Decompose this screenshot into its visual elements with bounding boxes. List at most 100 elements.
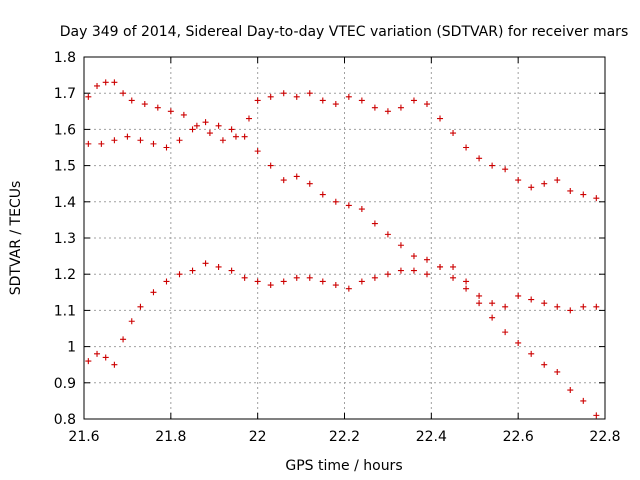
- data-point: [94, 82, 101, 89]
- data-point: [345, 202, 352, 209]
- data-point: [306, 274, 313, 281]
- data-point: [502, 303, 509, 310]
- data-point: [502, 329, 509, 336]
- data-point: [189, 267, 196, 274]
- data-point: [215, 263, 222, 270]
- data-point: [163, 144, 170, 151]
- data-point: [580, 397, 587, 404]
- data-point: [593, 412, 600, 419]
- data-point: [541, 180, 548, 187]
- data-point: [319, 97, 326, 104]
- data-point: [476, 155, 483, 162]
- data-point: [410, 267, 417, 274]
- data-point: [202, 119, 209, 126]
- x-tick-label: 22.8: [589, 429, 620, 445]
- series-track-upper: [85, 79, 600, 202]
- data-point: [384, 231, 391, 238]
- data-point: [450, 263, 457, 270]
- data-point: [228, 126, 235, 133]
- data-point: [189, 126, 196, 133]
- data-point: [176, 137, 183, 144]
- data-point: [150, 289, 157, 296]
- series-track-lower: [85, 260, 600, 419]
- data-point: [567, 187, 574, 194]
- data-point: [332, 101, 339, 108]
- data-point: [245, 115, 252, 122]
- data-point: [345, 93, 352, 100]
- data-point: [541, 361, 548, 368]
- data-point: [319, 278, 326, 285]
- data-point: [358, 206, 365, 213]
- data-point: [120, 90, 127, 97]
- data-point: [397, 104, 404, 111]
- data-point: [193, 122, 200, 129]
- data-point: [137, 303, 144, 310]
- data-point: [128, 97, 135, 104]
- data-point: [254, 97, 261, 104]
- y-tick-label: 0.8: [54, 412, 76, 428]
- series-track-middle: [85, 119, 600, 314]
- data-point: [450, 130, 457, 137]
- data-point: [358, 278, 365, 285]
- data-point: [241, 133, 248, 140]
- data-point: [528, 184, 535, 191]
- data-point: [515, 177, 522, 184]
- data-point: [580, 191, 587, 198]
- data-point: [358, 97, 365, 104]
- data-point: [489, 162, 496, 169]
- data-point: [111, 137, 118, 144]
- chart-title: Day 349 of 2014, Sidereal Day-to-day VTE…: [60, 24, 628, 40]
- x-tick-label: 22.2: [329, 429, 360, 445]
- data-point: [593, 303, 600, 310]
- data-point: [450, 274, 457, 281]
- data-point: [319, 191, 326, 198]
- data-point: [423, 256, 430, 263]
- y-tick-label: 1.1: [54, 303, 76, 319]
- data-point: [94, 350, 101, 357]
- x-tick-label: 21.6: [68, 429, 99, 445]
- data-point: [384, 271, 391, 278]
- data-point: [476, 292, 483, 299]
- data-point: [371, 220, 378, 227]
- data-point: [489, 314, 496, 321]
- y-tick-label: 1.3: [54, 231, 76, 247]
- data-point: [85, 358, 92, 365]
- x-axis-tick-labels: 21.6 21.8 22 22.2 22.4 22.6 22.8: [68, 429, 620, 445]
- y-axis-label: SDTVAR / TECUs: [8, 181, 24, 296]
- data-point: [111, 361, 118, 368]
- data-point: [476, 300, 483, 307]
- data-point: [102, 79, 109, 86]
- y-tick-label: 1.7: [54, 86, 76, 102]
- y-tick-label: 1: [67, 340, 76, 356]
- data-point: [410, 97, 417, 104]
- data-point: [567, 307, 574, 314]
- data-point: [306, 180, 313, 187]
- data-point: [102, 354, 109, 361]
- y-tick-label: 1.2: [54, 267, 76, 283]
- x-axis-label: GPS time / hours: [285, 458, 402, 474]
- data-point: [489, 300, 496, 307]
- data-point: [528, 350, 535, 357]
- y-gridlines: [84, 92, 605, 384]
- data-point: [167, 108, 174, 115]
- x-tick-label: 21.8: [155, 429, 186, 445]
- data-point: [280, 177, 287, 184]
- data-point: [98, 140, 105, 147]
- data-point: [345, 285, 352, 292]
- data-point: [463, 285, 470, 292]
- x-tick-label: 22.4: [416, 429, 447, 445]
- data-point: [163, 278, 170, 285]
- data-point: [384, 108, 391, 115]
- data-point: [306, 90, 313, 97]
- data-point: [128, 318, 135, 325]
- data-point: [371, 274, 378, 281]
- data-point: [423, 271, 430, 278]
- data-point: [150, 140, 157, 147]
- data-point: [232, 133, 239, 140]
- data-point: [293, 274, 300, 281]
- data-point: [437, 115, 444, 122]
- data-point: [267, 93, 274, 100]
- data-point: [515, 292, 522, 299]
- x-tick-label: 22.6: [503, 429, 534, 445]
- data-point: [111, 79, 118, 86]
